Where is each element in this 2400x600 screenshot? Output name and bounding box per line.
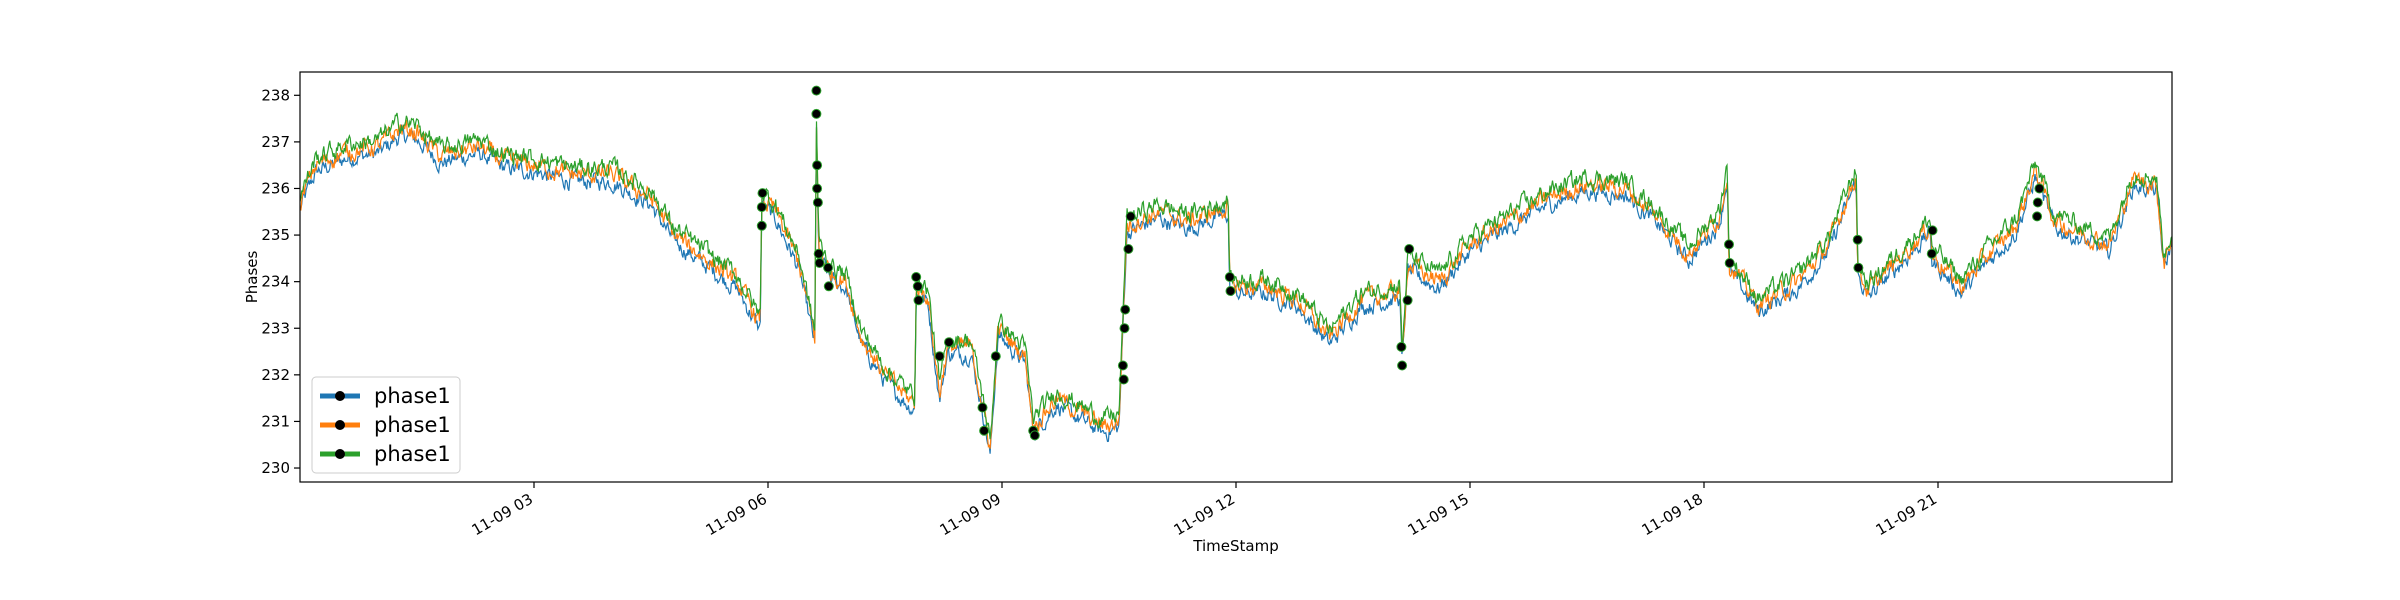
event-marker (1224, 272, 1235, 282)
event-marker (1125, 211, 1136, 222)
y-tick-label: 232 (261, 366, 290, 384)
legend-marker (335, 391, 345, 401)
event-marker (990, 351, 1001, 362)
event-marker (1397, 360, 1408, 371)
legend-label: phase1 (374, 442, 451, 466)
legend-marker (335, 420, 345, 430)
event-marker (1120, 304, 1131, 315)
y-tick-label: 237 (261, 133, 290, 151)
event-marker (1724, 239, 1734, 250)
event-marker (1404, 244, 1415, 254)
event-marker (1396, 341, 1407, 352)
event-marker (1123, 244, 1134, 254)
event-marker (2032, 211, 2043, 222)
legend-label: phase1 (374, 413, 451, 437)
y-tick-label: 235 (261, 226, 290, 244)
event-marker (913, 295, 924, 306)
event-marker (812, 160, 823, 171)
event-marker (977, 402, 988, 413)
event-marker (811, 108, 822, 119)
event-marker (911, 272, 922, 282)
event-marker (813, 248, 824, 259)
event-marker (1926, 248, 1937, 259)
legend-marker (335, 449, 345, 459)
event-marker (2032, 197, 2043, 208)
event-marker (934, 351, 945, 362)
legend: phase1 phase1 phase1 (311, 376, 461, 474)
event-marker (823, 262, 834, 273)
event-marker (1029, 430, 1040, 441)
event-marker (1853, 262, 1864, 273)
event-marker (814, 258, 825, 268)
event-marker (1724, 258, 1735, 268)
event-marker (1402, 295, 1413, 306)
event-marker (2034, 183, 2045, 194)
y-axis: 230 231 232 233 234 235 236 237 238 (261, 86, 300, 477)
event-marker (812, 183, 823, 194)
y-tick-label: 233 (261, 319, 290, 337)
event-marker (823, 281, 834, 292)
legend-box (311, 376, 461, 474)
y-tick-label: 234 (261, 273, 290, 291)
event-marker (1117, 360, 1128, 371)
y-tick-label: 231 (261, 412, 290, 430)
event-marker (812, 197, 823, 208)
event-marker (979, 425, 990, 436)
event-marker (1118, 374, 1129, 385)
event-marker (757, 188, 768, 199)
event-marker (811, 85, 822, 96)
event-marker (1852, 234, 1863, 245)
y-axis-label: Phases (243, 251, 261, 304)
event-marker (1927, 225, 1938, 236)
event-marker (1119, 323, 1130, 334)
event-marker (756, 202, 767, 213)
legend-label: phase1 (374, 384, 451, 408)
y-tick-label: 238 (261, 86, 290, 104)
x-axis-label: TimeStamp (1192, 537, 1278, 555)
event-marker (944, 337, 954, 348)
event-marker (756, 220, 767, 231)
event-marker (1225, 286, 1236, 296)
y-tick-label: 230 (261, 459, 290, 477)
y-tick-label: 236 (261, 179, 290, 197)
event-marker (912, 281, 923, 292)
